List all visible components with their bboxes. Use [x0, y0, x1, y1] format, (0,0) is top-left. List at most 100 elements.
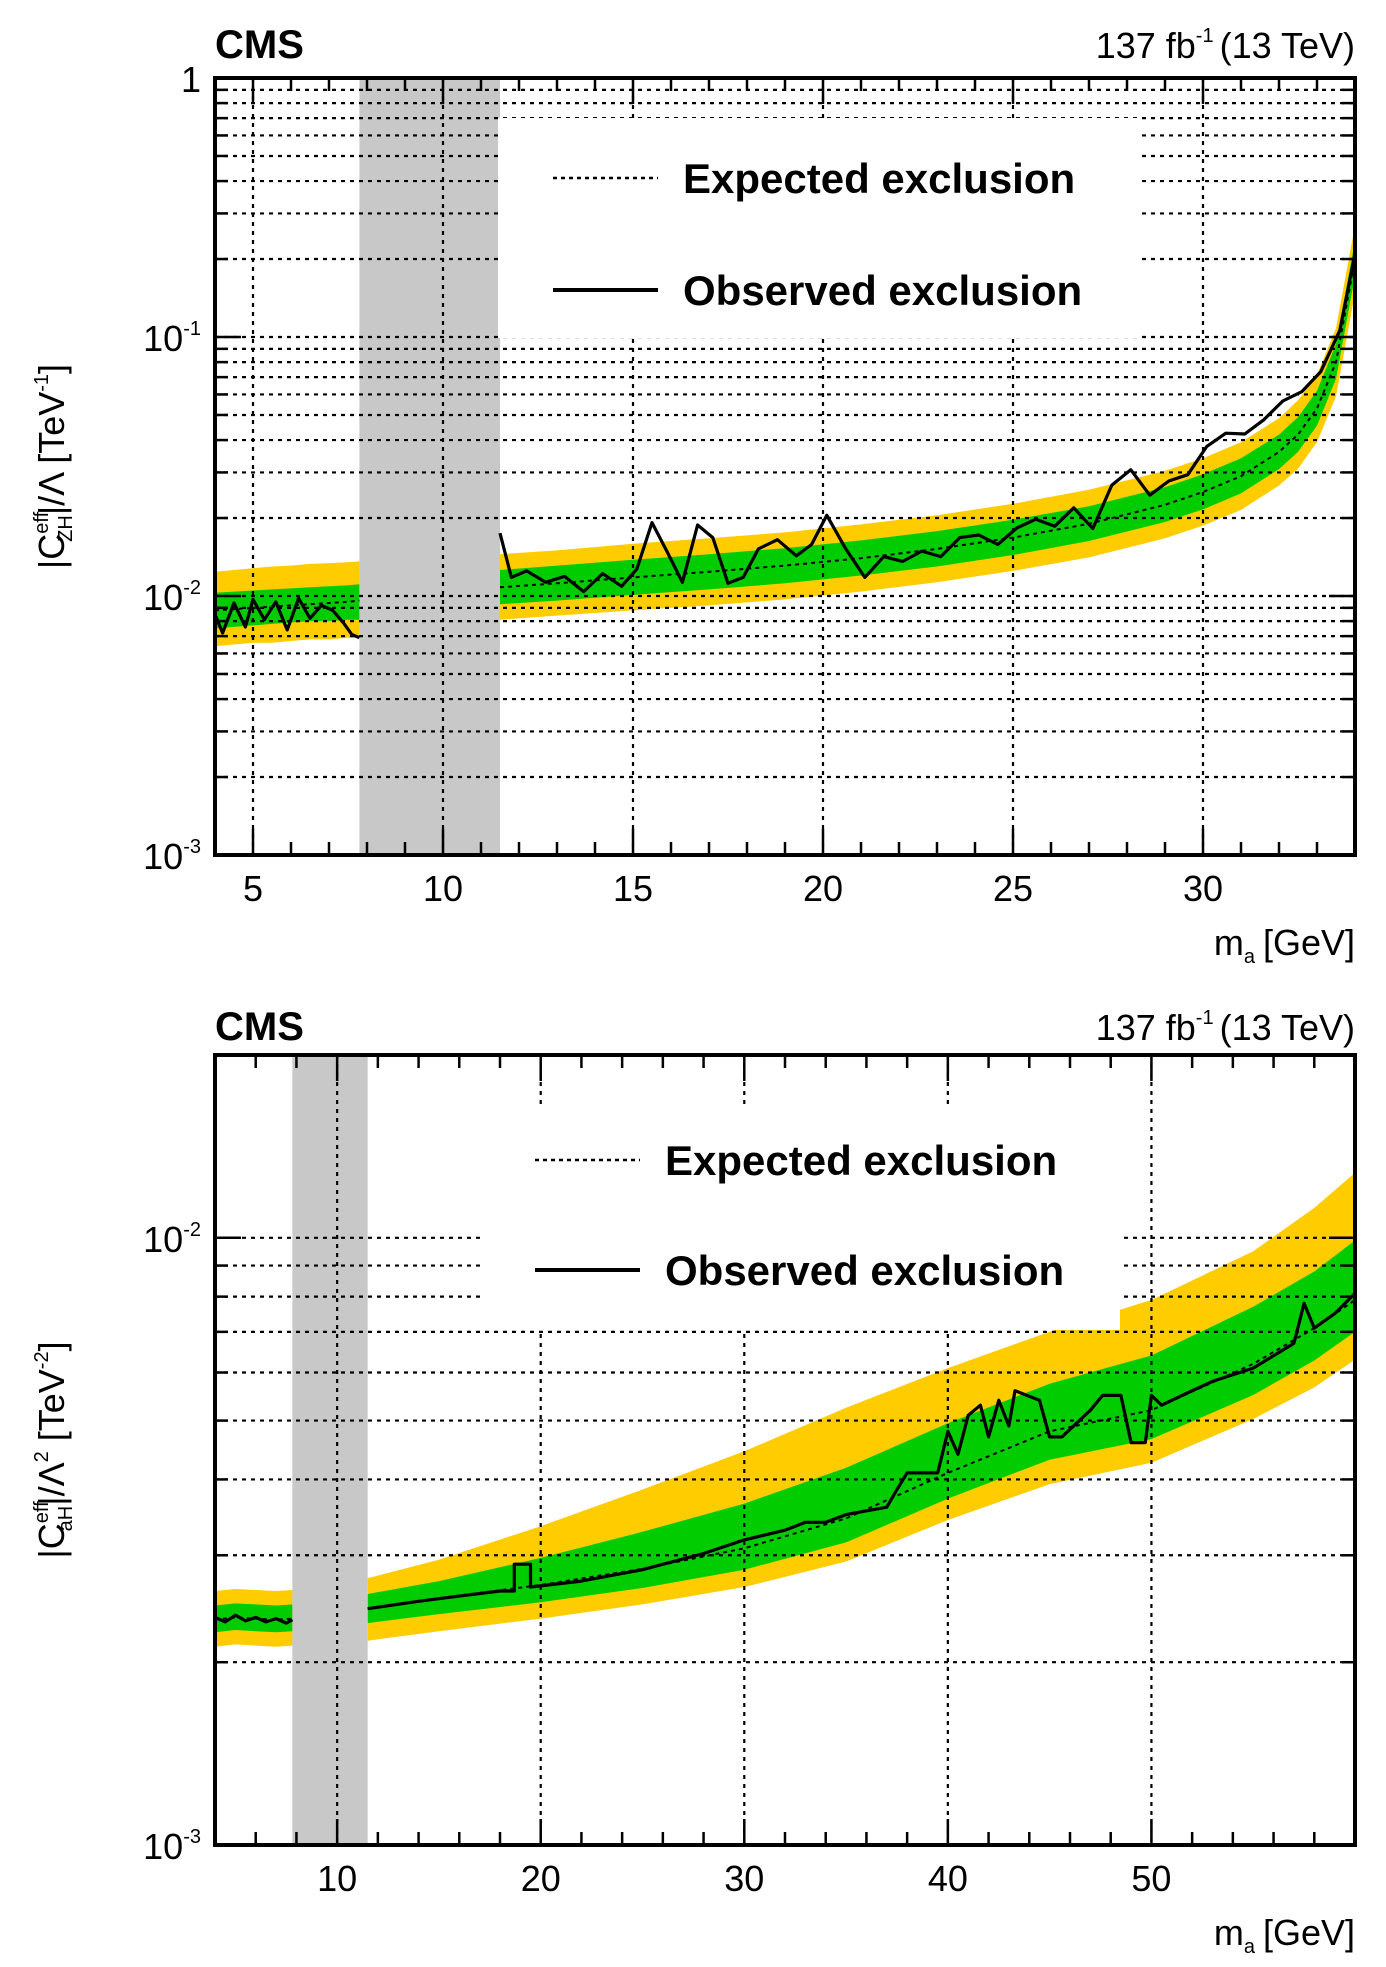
- y-tick-exp: -2: [183, 577, 201, 599]
- y-tick-base: 10: [143, 836, 183, 877]
- series-lines: [215, 1292, 1355, 1625]
- y-tick-base: 10: [143, 1826, 183, 1867]
- y-axis-label: |Ceff ZH|/Λ [TeV-1]: [31, 364, 77, 569]
- band-1sigma-segment-1: [367, 1240, 1355, 1624]
- y-tick-exp: -3: [183, 1826, 201, 1848]
- y-axis-label-part: -1: [31, 374, 53, 392]
- excluded-region: [359, 78, 500, 855]
- x-tick-label: 50: [1131, 1858, 1171, 1899]
- legend-expected-text: Expected exclusion: [665, 1137, 1057, 1184]
- lumi-energy: (13 TeV): [1220, 1007, 1355, 1048]
- plot-area: [215, 1055, 1355, 1845]
- legend-expected-label: Expected exclusion: [683, 155, 1075, 202]
- x-tick-label-text: 40: [928, 1858, 968, 1899]
- x-tick-label: 40: [928, 1858, 968, 1899]
- x-axis-label: ma [GeV]: [1214, 1912, 1355, 1958]
- x-tick-label: 30: [724, 1858, 764, 1899]
- y-axis-label-part: aH: [55, 1506, 77, 1532]
- x-axis-label-unit: [GeV]: [1263, 922, 1355, 963]
- band-1sigma-segment-1: [500, 240, 1355, 605]
- x-axis-label: ma [GeV]: [1214, 922, 1355, 968]
- x-tick-label-text: 10: [317, 1858, 357, 1899]
- x-tick-label: 10: [317, 1858, 357, 1899]
- x-tick-label: 30: [1183, 868, 1223, 909]
- x-tick-label: 20: [521, 1858, 561, 1899]
- y-axis-label-part: ]: [31, 1341, 72, 1351]
- band-2sigma-segment-1: [367, 1172, 1355, 1641]
- y-tick-exp: -2: [183, 1219, 201, 1241]
- y-axis-label-part: [TeV: [31, 1369, 72, 1451]
- y-tick-label: 10-3: [143, 836, 201, 877]
- y-axis-label-part: ZH: [55, 515, 77, 542]
- y-axis-label-part: 2: [31, 1451, 53, 1462]
- y-tick-label: 10-2: [143, 1219, 201, 1260]
- x-tick-label-text: 10: [423, 868, 463, 909]
- y-tick-label: 10-2: [143, 577, 201, 618]
- observed-line-segment-1: [498, 253, 1355, 594]
- expected-line-segment-0: [215, 599, 360, 612]
- legend-observed-text: Observed exclusion: [665, 1247, 1064, 1294]
- y-axis-label-group: |Ceff ZH|/Λ [TeV-1]: [31, 364, 77, 569]
- y-axis-label-part: |C: [31, 534, 72, 569]
- lumi-value: 137 fb: [1096, 25, 1196, 66]
- x-tick-label-text: 5: [243, 868, 263, 909]
- lumi-value: 137 fb: [1096, 1007, 1196, 1048]
- x-tick-label: 25: [993, 868, 1033, 909]
- excluded-region: [292, 1055, 368, 1845]
- x-tick-label: 5: [243, 868, 263, 909]
- x-tick-label-text: 15: [613, 868, 653, 909]
- ticks: [213, 76, 1357, 857]
- y-axis-label-part: eff: [31, 511, 53, 533]
- y-tick-base: 10: [143, 1219, 183, 1260]
- x-axis-label-m: m: [1214, 922, 1244, 963]
- legend-observed-label: Observed exclusion: [665, 1247, 1064, 1294]
- y-axis-label: |Ceff aH|/Λ2 [TeV-2]: [31, 1341, 77, 1558]
- cms-label: CMS: [215, 1005, 304, 1049]
- y-tick-base: 10: [143, 577, 183, 618]
- lumi-exp: -1: [1196, 1007, 1214, 1029]
- lumi-exp: -1: [1196, 25, 1214, 47]
- lumi-label: 137 fb-1 (13 TeV): [1096, 25, 1355, 66]
- y-tick-label: 1: [181, 59, 201, 100]
- x-tick-label-text: 25: [993, 868, 1033, 909]
- legend-observed-label: Observed exclusion: [683, 267, 1082, 314]
- y-axis-label-part: ]: [31, 364, 72, 374]
- legend-observed-text: Observed exclusion: [683, 267, 1082, 314]
- y-tick-label: 10-1: [143, 318, 201, 359]
- y-axis-label-part: |/Λ: [31, 1462, 72, 1505]
- y-axis-label-part: eff: [31, 1501, 53, 1523]
- legend-expected-text: Expected exclusion: [683, 155, 1075, 202]
- x-tick-label: 10: [423, 868, 463, 909]
- lumi-label: 137 fb-1 (13 TeV): [1096, 1007, 1355, 1048]
- cms-label: CMS: [215, 23, 304, 67]
- expected-line-segment-1: [367, 1299, 1355, 1610]
- observed-line-segment-1: [367, 1292, 1355, 1611]
- y-tick-exp: -1: [183, 318, 201, 340]
- x-axis-label-sub: a: [1244, 946, 1256, 968]
- x-axis-label-sub: a: [1244, 1936, 1256, 1958]
- x-tick-label-text: 50: [1131, 1858, 1171, 1899]
- x-tick-label-text: 30: [1183, 868, 1223, 909]
- ticks: [213, 1055, 1357, 1847]
- cms-text: CMS: [215, 23, 304, 67]
- cms-text: CMS: [215, 1005, 304, 1049]
- y-tick-exp: -3: [183, 836, 201, 858]
- legend-box: [498, 118, 1138, 338]
- x-axis-label-m: m: [1214, 1912, 1244, 1953]
- x-tick-label: 15: [613, 868, 653, 909]
- y-tick-base: 1: [181, 59, 201, 100]
- y-axis-label-part: -2: [31, 1351, 53, 1369]
- plot-area: [215, 78, 1355, 855]
- x-tick-label-text: 20: [521, 1858, 561, 1899]
- y-axis-label-part: |C: [31, 1523, 72, 1558]
- observed-line-segment-0: [215, 596, 361, 640]
- x-tick-label: 20: [803, 868, 843, 909]
- grid: [215, 1055, 1355, 1845]
- y-axis-label-part: |/Λ [TeV: [31, 392, 72, 515]
- lumi-energy: (13 TeV): [1220, 25, 1355, 66]
- legend-box: [480, 1105, 1120, 1330]
- y-tick-base: 10: [143, 318, 183, 359]
- y-tick-label: 10-3: [143, 1826, 201, 1867]
